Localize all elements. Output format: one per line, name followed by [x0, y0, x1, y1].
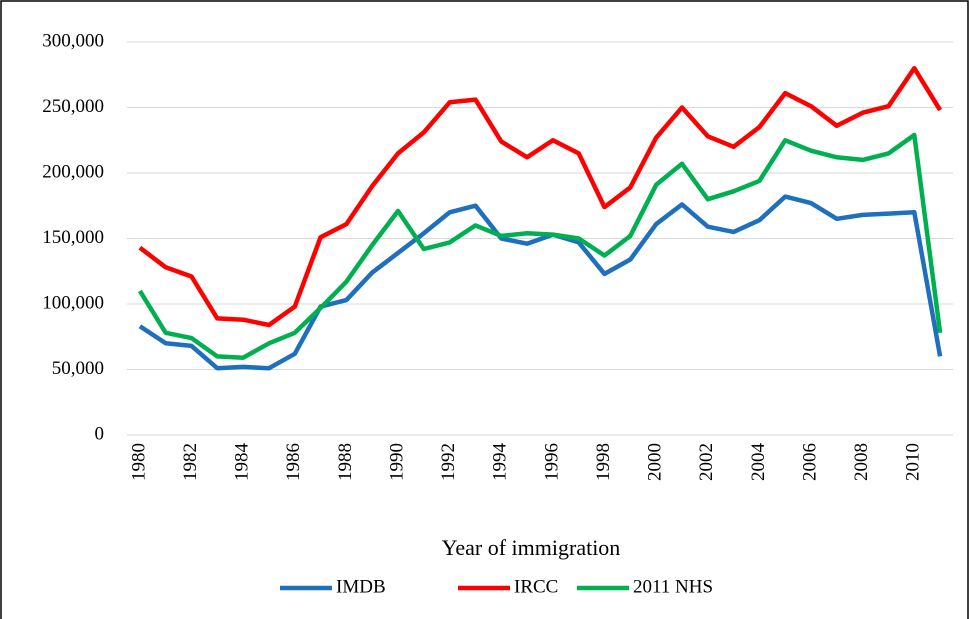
y-tick-label: 100,000 [42, 292, 104, 313]
legend-label: IMDB [336, 576, 386, 597]
x-tick-label: 1988 [335, 443, 356, 481]
x-tick-label: 1984 [232, 443, 253, 482]
x-tick-label: 1992 [438, 443, 459, 481]
x-tick-label: 1996 [541, 443, 562, 481]
x-tick-label: 2008 [851, 443, 872, 481]
x-tick-label: 2010 [903, 443, 924, 481]
y-tick-label: 300,000 [42, 30, 104, 51]
x-tick-label: 1982 [180, 443, 201, 481]
x-tick-label: 2004 [748, 443, 769, 482]
line-series [138, 65, 943, 328]
y-tick-label: 0 [95, 423, 105, 444]
x-axis-title: Year of immigration [442, 535, 621, 560]
y-tick-label: 200,000 [42, 161, 104, 182]
legend-label: IRCC [514, 576, 558, 597]
y-tick-label: 250,000 [42, 96, 104, 117]
x-tick-label: 1986 [283, 443, 304, 481]
y-tick-label: 150,000 [42, 227, 104, 248]
y-tick-label: 50,000 [52, 358, 104, 379]
x-tick-label: 2000 [645, 443, 666, 481]
legend-label: 2011 NHS [633, 576, 713, 597]
x-tick-label: 2006 [799, 443, 820, 481]
line-series [138, 194, 943, 371]
x-tick-label: 1998 [593, 443, 614, 481]
x-tick-label: 2002 [696, 443, 717, 481]
line-series [137, 132, 943, 360]
x-tick-label: 1990 [386, 443, 407, 481]
x-tick-label: 1994 [490, 443, 511, 482]
x-tick-label: 1980 [128, 443, 149, 481]
